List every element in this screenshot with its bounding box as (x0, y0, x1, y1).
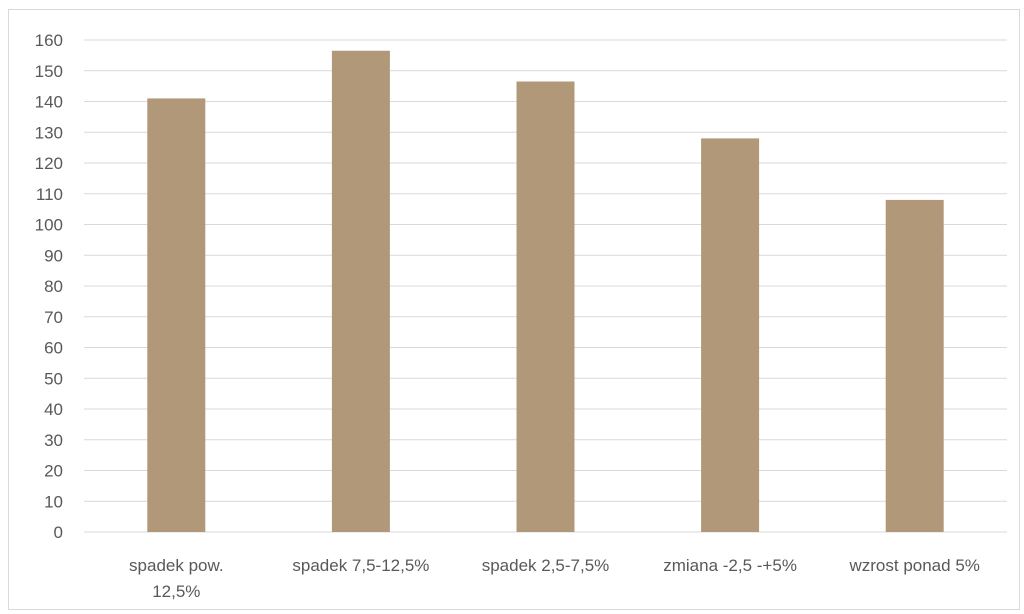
x-axis-tick-labels: spadek pow. 12,5% spadek 7,5-12,5% spadek 2… (129, 556, 980, 601)
x-tick-label-line: 12,5% (152, 582, 200, 601)
x-tick-label: spadek 2,5-7,5% (482, 556, 610, 575)
y-tick-label: 40 (44, 400, 63, 419)
y-tick-label: 60 (44, 339, 63, 358)
x-tick-label-line: spadek 2,5-7,5% (482, 556, 610, 575)
bar (331, 50, 390, 532)
x-tick-label-line: spadek 7,5-12,5% (292, 556, 429, 575)
bars (147, 50, 944, 533)
y-tick-label: 150 (35, 62, 63, 81)
y-tick-label: 120 (35, 154, 63, 173)
y-tick-label: 90 (44, 246, 63, 265)
y-tick-label: 10 (44, 492, 63, 511)
y-tick-label: 70 (44, 308, 63, 327)
y-tick-label: 20 (44, 462, 63, 481)
y-tick-label: 30 (44, 431, 63, 450)
bar (147, 98, 206, 533)
x-tick-label: spadek 7,5-12,5% (292, 556, 429, 575)
x-tick-label: spadek pow. 12,5% (129, 556, 224, 601)
x-tick-label-line: wzrost ponad 5% (848, 556, 979, 575)
y-tick-label: 0 (54, 523, 63, 542)
x-tick-label-line: spadek pow. (129, 556, 224, 575)
y-tick-label: 160 (35, 31, 63, 50)
y-tick-label: 50 (44, 369, 63, 388)
x-tick-label: zmiana -2,5 -+5% (663, 556, 797, 575)
x-tick-label: wzrost ponad 5% (848, 556, 979, 575)
y-tick-label: 140 (35, 93, 63, 112)
bar (516, 81, 575, 532)
y-tick-label: 80 (44, 277, 63, 296)
y-axis-tick-labels: 0 10 20 30 40 50 60 70 80 90 100 110 120 130 140 150 160 (35, 31, 63, 542)
bar (701, 138, 760, 532)
y-tick-label: 110 (36, 185, 63, 204)
y-tick-label: 130 (35, 123, 63, 142)
x-tick-label-line: zmiana -2,5 -+5% (663, 556, 797, 575)
y-tick-label: 100 (35, 216, 63, 235)
bar (885, 199, 944, 532)
